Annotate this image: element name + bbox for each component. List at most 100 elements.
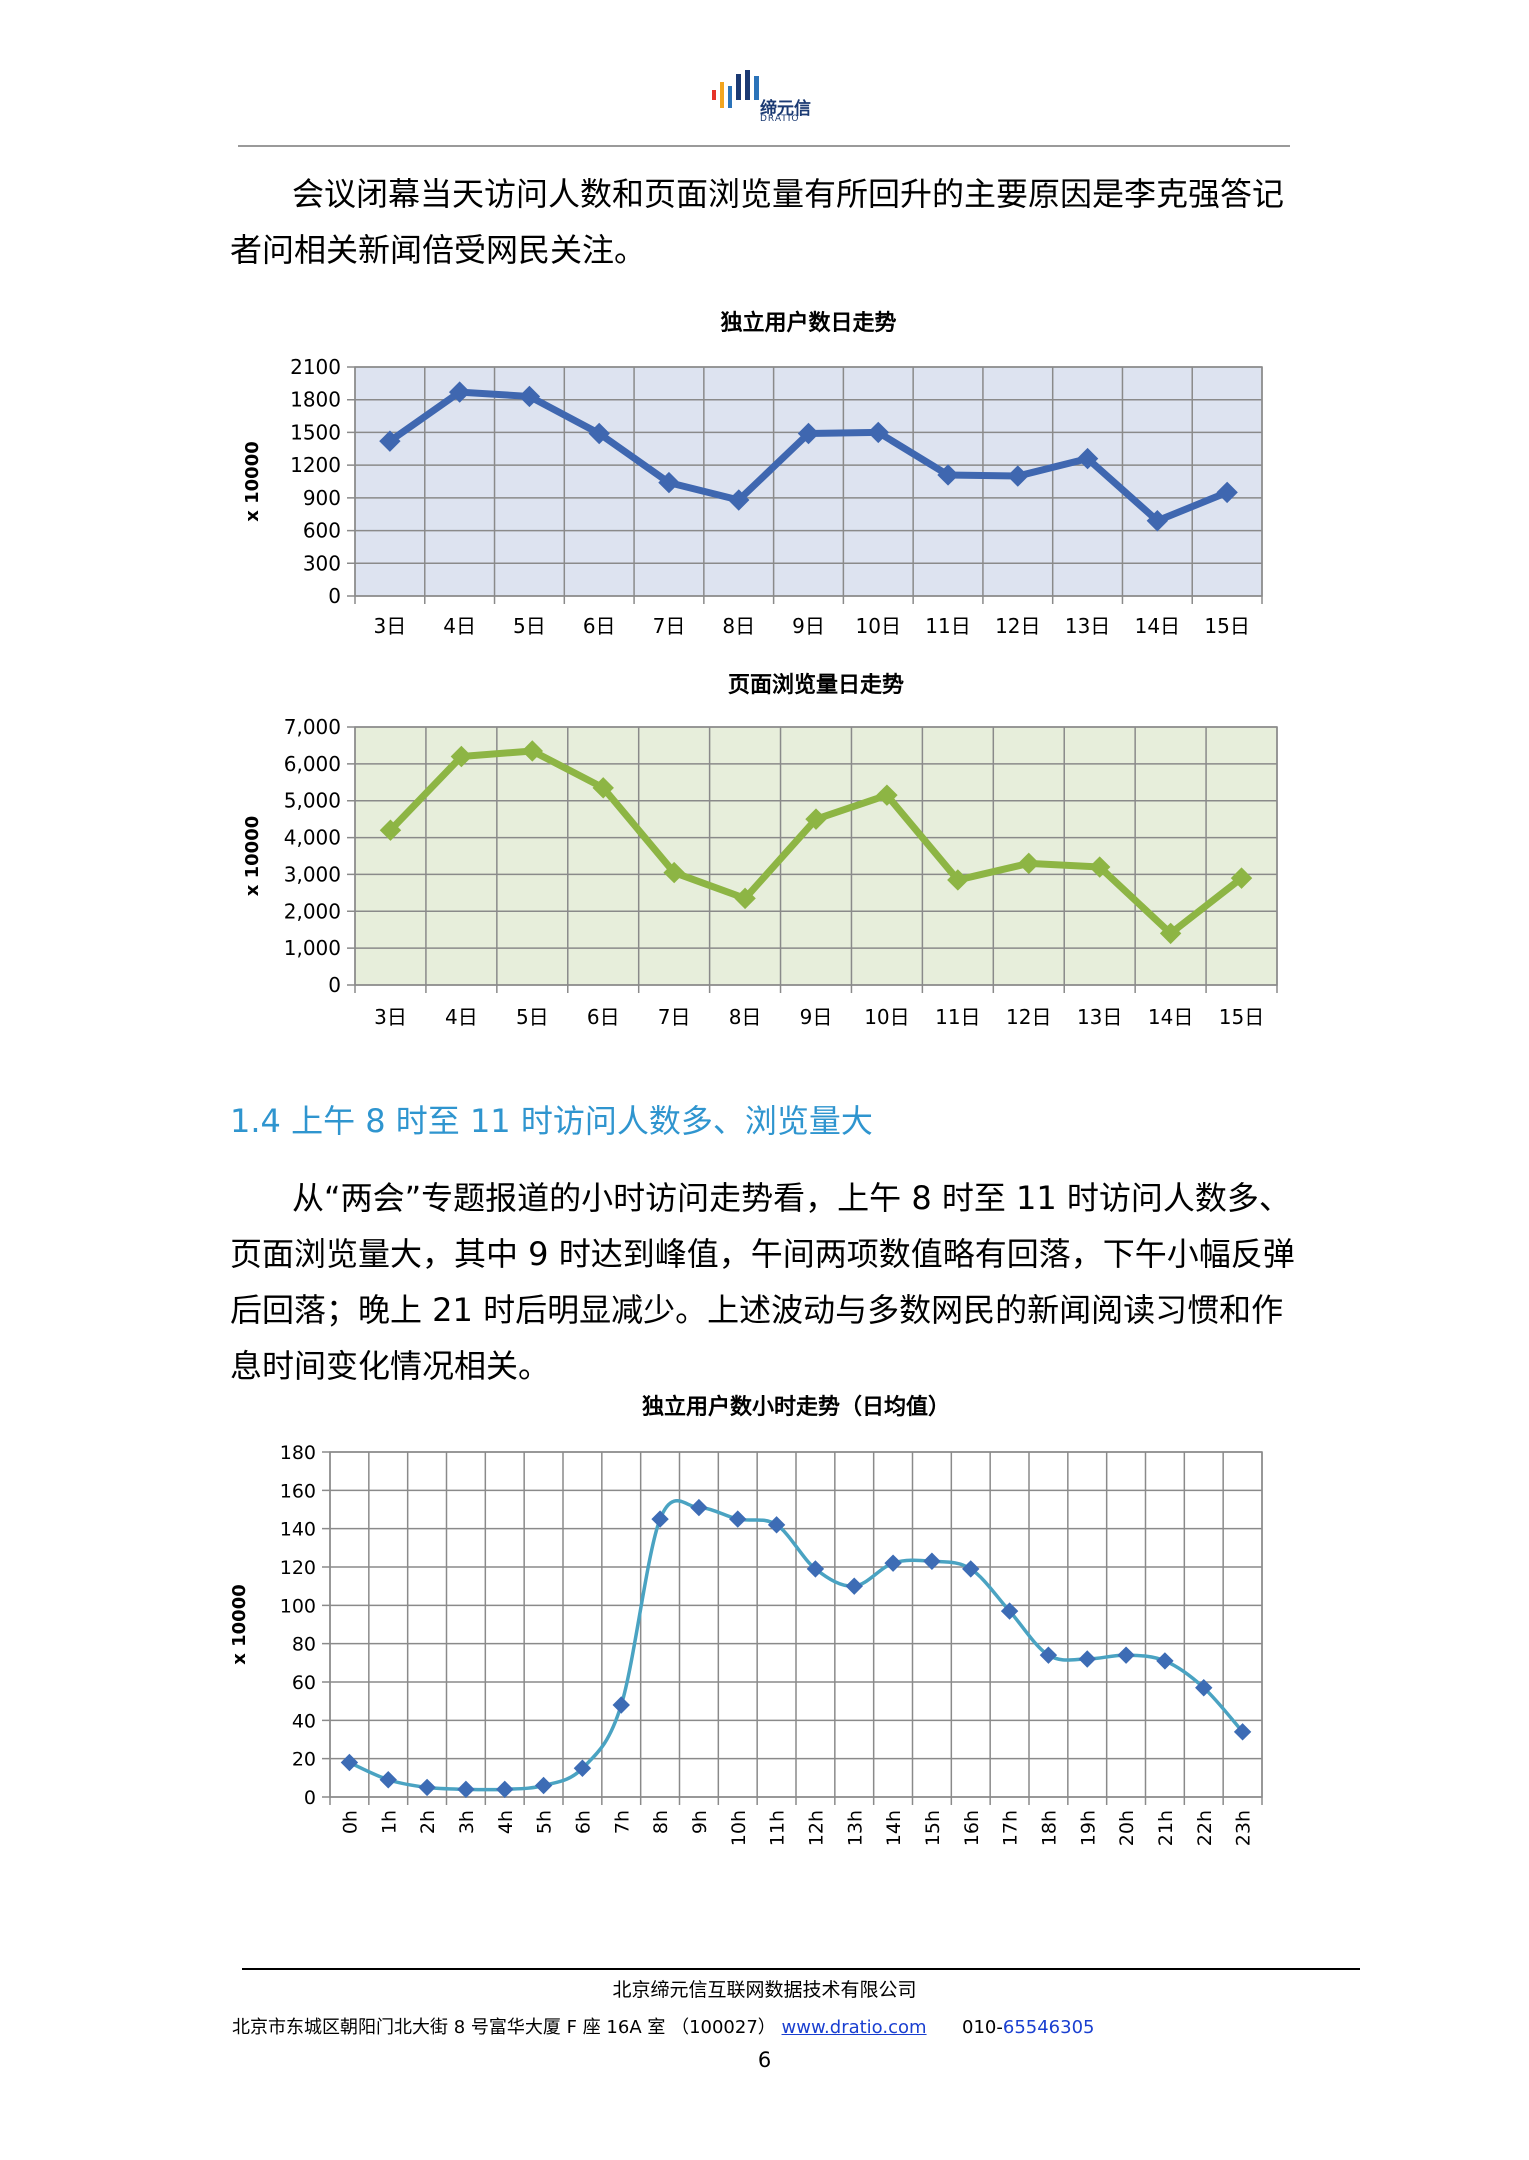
chart3-data-point: [496, 1780, 514, 1799]
chart3-data-point: [379, 1771, 397, 1789]
chart3-plot-area: [329, 1451, 1263, 1798]
chart1-xtick-label: 7日: [653, 614, 686, 638]
chart2-data-point: [734, 887, 756, 910]
chart1-data-point: [588, 422, 610, 445]
chart3-xtick-label: 9h: [689, 1810, 711, 1834]
section-heading: 1.4 上午 8 时至 11 时访问人数多、浏览量大: [230, 1102, 873, 1140]
chart3-data-point: [1233, 1723, 1252, 1741]
chart3-xtick-label: 3h: [456, 1810, 478, 1834]
chart2-xtick-label: 3日: [374, 1005, 407, 1029]
chart2-data-point: [521, 740, 544, 762]
chart3-xtick-label: 10h: [728, 1810, 750, 1846]
chart3-xtick-label: 23h: [1233, 1810, 1255, 1846]
chart1-ytick-label: 300: [303, 551, 341, 575]
logo-text: 缔元信: [760, 99, 811, 119]
chart3-ytick-label: 0: [304, 1787, 316, 1809]
chart1-ytick-label: 0: [328, 584, 341, 608]
chart1-xtick-label: 11日: [925, 614, 970, 638]
chart3-title: 独立用户数小时走势（日均值）: [642, 1394, 950, 1420]
chart1-xtick-label: 4日: [443, 614, 476, 638]
chart3-xtick-label: 14h: [883, 1810, 905, 1846]
chart2-xtick-label: 12日: [1006, 1005, 1051, 1029]
chart3-data-point: [884, 1554, 902, 1572]
logo-bars-icon: [712, 70, 759, 108]
chart3-ytick-label: 160: [280, 1480, 316, 1502]
chart2-title: 页面浏览量日走势: [728, 672, 904, 698]
page-number: 6: [757, 2048, 772, 2072]
chart3-xtick-label: 0h: [339, 1810, 361, 1834]
chart2-data-point: [876, 784, 898, 806]
chart2-xtick-label: 4日: [445, 1005, 478, 1029]
chart3-xtick-label: 5h: [534, 1810, 556, 1834]
chart2-xtick-label: 15日: [1219, 1005, 1264, 1029]
chart3-xtick-label: 19h: [1077, 1810, 1099, 1846]
chart3-ytick-label: 140: [280, 1519, 316, 1541]
chart1-data-point: [1146, 510, 1169, 532]
chart2-ytick-label: 3,000: [284, 862, 341, 886]
chart1-xtick-label: 6日: [583, 614, 616, 638]
chart2-plot-area: [354, 726, 1278, 986]
chart1-ytick-label: 2100: [290, 355, 341, 379]
footer-company: 北京缔元信互联网数据技术有限公司: [612, 1979, 917, 2001]
chart2-xtick-label: 13日: [1077, 1005, 1122, 1029]
chart2-xtick-label: 6日: [587, 1005, 620, 1029]
logo-subtext: DRATIO: [760, 114, 800, 124]
chart3-ytick-label: 100: [280, 1595, 316, 1617]
footer-website-link[interactable]: www.dratio.com: [781, 2017, 927, 2038]
chart3-data-point: [729, 1510, 747, 1528]
chart3-data-point: [340, 1753, 359, 1772]
chart2-data-point: [947, 869, 969, 891]
header-divider: [238, 145, 1290, 147]
chart3-data-point: [457, 1780, 475, 1799]
chart3-xtick-label: 12h: [805, 1810, 827, 1846]
chart3-xtick-label: 1h: [378, 1810, 400, 1834]
chart1-xtick-label: 5日: [513, 614, 546, 638]
chart1-series-line: [387, 388, 1229, 525]
chart3-data-point: [651, 1510, 669, 1528]
chart1-xtick-label: 15日: [1204, 614, 1249, 638]
chart1-ytick-label: 1200: [290, 453, 341, 477]
chart3-ytick-label: 40: [292, 1710, 316, 1732]
chart2-xtick-label: 5日: [516, 1005, 549, 1029]
chart2-xtick-label: 7日: [658, 1005, 691, 1029]
chart1-xtick-label: 14日: [1135, 614, 1180, 638]
footer-phone-prefix: 010-: [962, 2017, 1003, 2038]
chart3-ytick-label: 20: [292, 1749, 316, 1771]
chart3-ytick-label: 80: [292, 1634, 316, 1656]
chart2-ytick-label: 1,000: [284, 936, 341, 960]
chart1-data-point: [379, 430, 401, 452]
chart3-data-point: [806, 1560, 825, 1578]
chart2-xtick-label: 14日: [1148, 1005, 1193, 1029]
chart2-ytick-label: 2,000: [284, 899, 341, 923]
chart3-data-point: [690, 1498, 708, 1517]
chart1-data-point: [797, 422, 820, 445]
chart3-xtick-label: 6h: [572, 1810, 594, 1834]
chart2-data-point: [379, 819, 402, 841]
chart1-xtick-label: 9日: [792, 614, 825, 638]
footer-phone-number: 65546305: [1002, 2017, 1095, 2038]
chart3-data-point: [1156, 1652, 1174, 1670]
chart3-xtick-label: 8h: [650, 1810, 672, 1834]
chart3-data-point: [1039, 1646, 1058, 1664]
chart3-data-point: [573, 1759, 592, 1777]
chart3-xtick-label: 20h: [1116, 1810, 1138, 1846]
chart1-xtick-label: 12日: [995, 614, 1040, 638]
chart3-ytick-label: 60: [292, 1672, 316, 1694]
chart1-data-point: [728, 489, 750, 511]
footer-address-line: 北京市东城区朝阳门北大街 8 号富华大厦 F 座 16A 室 （100027） …: [232, 2013, 1095, 2039]
chart1-data-point: [1076, 447, 1099, 470]
footer-address: 北京市东城区朝阳门北大街 8 号富华大厦 F 座 16A 室 （100027）: [232, 2017, 776, 2038]
chart2-data-point: [805, 808, 827, 830]
chart3-xtick-label: 22h: [1194, 1810, 1216, 1846]
paragraph-2: 从“两会”专题报道的小时访问走势看，上午 8 时至 11 时访问人数多、页面浏览…: [230, 1179, 1295, 1385]
chart1-xtick-label: 10日: [856, 614, 901, 638]
chart3-data-point: [1078, 1650, 1096, 1668]
chart3-data-point: [612, 1696, 630, 1714]
chart2-data-point: [450, 745, 473, 768]
chart3-xtick-label: 13h: [844, 1810, 866, 1846]
chart2-ytick-label: 6,000: [284, 752, 341, 776]
chart3-data-point: [1000, 1602, 1019, 1620]
chart1-data-point: [937, 464, 959, 486]
chart3-xtick-label: 18h: [1038, 1810, 1060, 1846]
